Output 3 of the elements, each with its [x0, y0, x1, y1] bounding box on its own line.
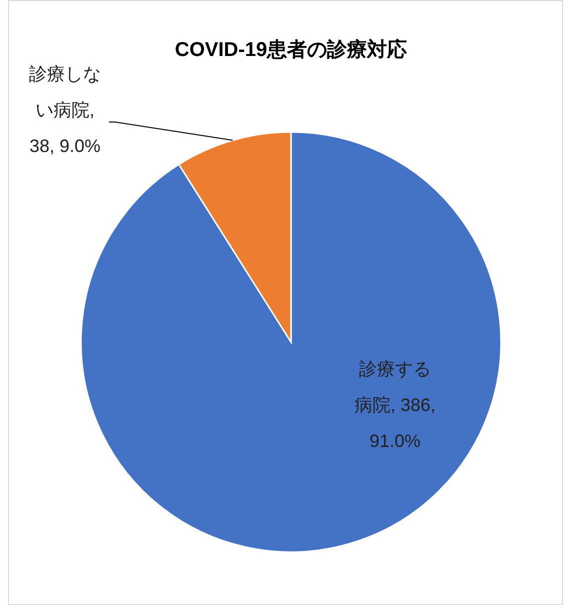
slice-label: 診療しない病院, 38, 9.0%: [29, 64, 101, 156]
chart-title: COVID-19患者の診療対応: [174, 38, 408, 61]
slice-label: 診療する病院, 386, 91.0%: [354, 359, 436, 451]
